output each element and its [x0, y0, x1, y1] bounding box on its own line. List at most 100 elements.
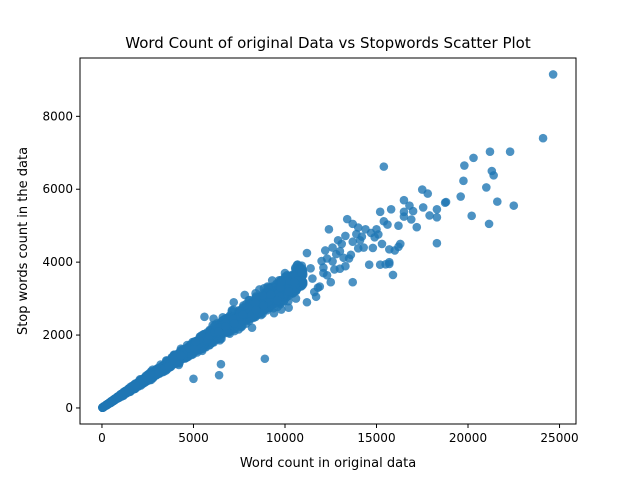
y-tick-label: 4000	[42, 255, 73, 269]
scatter-point	[386, 204, 396, 214]
scatter-point	[330, 265, 339, 274]
scatter-point	[216, 359, 226, 369]
x-axis-ticks: 0 5000 10000 15000 20000 25000	[98, 424, 579, 445]
x-tick-label: 20000	[449, 431, 487, 445]
scatter-point	[280, 268, 290, 278]
scatter-point	[107, 397, 116, 406]
scatter-point	[267, 276, 277, 285]
y-tick-label: 6000	[42, 182, 73, 196]
scatter-point	[319, 263, 328, 272]
scatter-point	[174, 360, 184, 370]
scatter-point	[375, 207, 385, 217]
scatter-point	[333, 235, 343, 245]
scatter-point	[348, 219, 358, 229]
scatter-point	[302, 248, 312, 258]
scatter-point	[297, 268, 306, 277]
scatter-point	[432, 204, 442, 214]
scatter-point	[189, 344, 199, 353]
x-tick-label: 15000	[357, 431, 395, 445]
scatter-point	[302, 297, 312, 307]
scatter-point	[320, 246, 330, 255]
scatter-point	[339, 253, 348, 263]
scatter-point	[124, 385, 134, 395]
scatter-point	[352, 229, 361, 239]
scatter-point	[370, 233, 379, 242]
scatter-point	[266, 290, 276, 300]
scatter-point	[467, 211, 476, 221]
scatter-point	[247, 323, 257, 333]
scatter-point	[131, 380, 140, 390]
scatter-point	[405, 201, 414, 210]
scatter-point	[322, 270, 332, 280]
scatter-point	[368, 243, 378, 253]
points-layer	[98, 70, 558, 412]
scatter-point	[459, 176, 468, 186]
scatter-point	[260, 354, 270, 364]
scatter-point	[485, 147, 495, 156]
chart-title: Word Count of original Data vs Stopwords…	[125, 34, 531, 52]
scatter-point	[209, 314, 218, 323]
scatter-point	[432, 213, 442, 222]
scatter-point	[348, 277, 358, 287]
y-tick-label: 0	[65, 401, 73, 415]
scatter-point	[335, 246, 345, 256]
scatter-point	[189, 374, 198, 384]
scatter-point	[341, 231, 350, 241]
scatter-point	[277, 277, 286, 287]
scatter-point	[489, 171, 498, 180]
scatter-point	[311, 292, 321, 302]
scatter-point	[388, 270, 398, 280]
plot-area-frame	[79, 57, 577, 425]
scatter-point	[322, 254, 332, 263]
x-tick-label: 25000	[540, 431, 578, 445]
scatter-point	[191, 336, 200, 346]
x-tick-label: 0	[98, 431, 106, 445]
scatter-point	[379, 217, 389, 226]
scatter-point	[348, 237, 358, 247]
scatter-point	[298, 279, 308, 289]
scatter-point	[359, 243, 368, 252]
scatter-point	[548, 70, 558, 79]
scatter-point	[412, 222, 422, 232]
scatter-point	[251, 305, 261, 315]
scatter-point	[229, 297, 239, 307]
scatter-point	[154, 367, 164, 376]
scatter-point	[394, 221, 403, 230]
scatter-point	[259, 301, 268, 310]
scatter-point	[255, 285, 264, 294]
y-axis-label: Stop words count in the data	[16, 147, 31, 335]
scatter-point	[289, 277, 299, 287]
scatter-point	[284, 287, 293, 296]
scatter-point	[484, 219, 494, 229]
x-tick-label: 5000	[178, 431, 209, 445]
scatter-point	[346, 250, 356, 260]
y-axis-ticks: 0 2000 4000 6000 8000	[42, 109, 80, 415]
scatter-point	[251, 298, 260, 308]
scatter-point	[505, 147, 515, 156]
scatter-point	[238, 310, 248, 320]
scatter-point	[324, 225, 334, 234]
scatter-point	[227, 306, 237, 315]
scatter-point	[164, 361, 173, 371]
scatter-point	[538, 133, 548, 143]
scatter-point	[399, 195, 409, 205]
scatter-point	[460, 161, 469, 170]
scatter-point	[213, 327, 223, 336]
scatter-point	[272, 296, 282, 305]
y-tick-label: 8000	[42, 109, 73, 123]
scatter-point	[284, 303, 293, 313]
scatter-point	[379, 162, 389, 171]
scatter-point	[200, 312, 209, 322]
scatter-point	[417, 185, 427, 194]
scatter-point	[176, 351, 186, 360]
scatter-point	[469, 153, 478, 163]
scatter-point	[315, 282, 325, 291]
scatter-point	[306, 264, 315, 273]
scatter-point	[425, 211, 434, 220]
scatter-point	[377, 239, 387, 249]
scatter-point	[355, 235, 365, 245]
scatter-point	[440, 198, 450, 208]
